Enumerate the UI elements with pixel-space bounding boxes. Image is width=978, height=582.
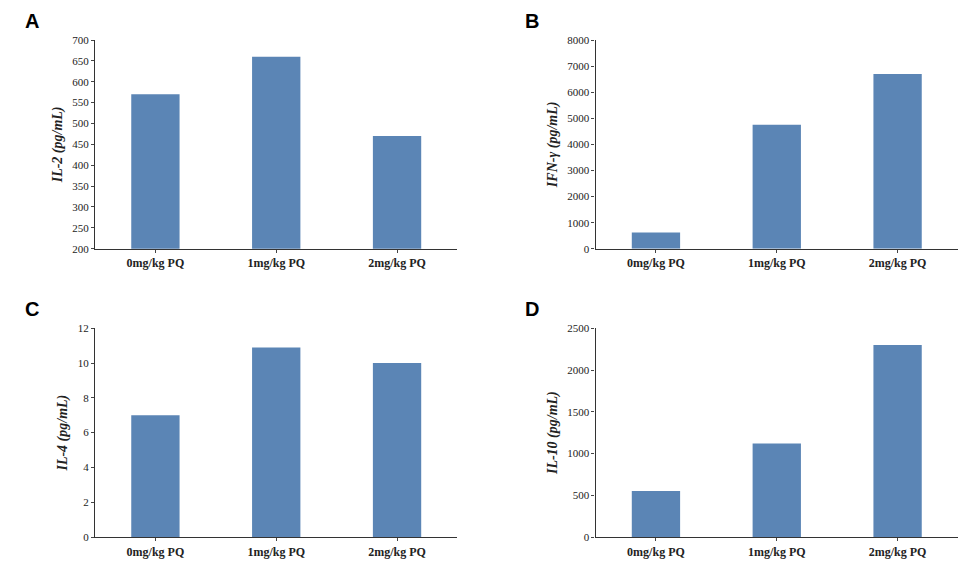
svg-text:0: 0 [83, 531, 89, 543]
svg-text:2: 2 [83, 496, 89, 508]
svg-text:D: D [525, 298, 539, 320]
svg-text:2mg/kg PQ: 2mg/kg PQ [869, 545, 927, 559]
svg-text:250: 250 [72, 222, 89, 234]
svg-text:4: 4 [83, 461, 89, 473]
svg-text:IL-2 (pg/mL): IL-2 (pg/mL) [50, 106, 66, 183]
svg-text:6000: 6000 [567, 86, 590, 98]
svg-text:1mg/kg PQ: 1mg/kg PQ [247, 256, 305, 270]
svg-text:2500: 2500 [567, 322, 590, 334]
svg-text:IL-4 (pg/mL): IL-4 (pg/mL) [55, 395, 71, 472]
svg-text:500: 500 [72, 117, 89, 129]
svg-text:C: C [25, 298, 39, 320]
svg-text:500: 500 [573, 489, 590, 501]
svg-text:1000: 1000 [567, 217, 590, 229]
svg-text:700: 700 [72, 34, 89, 46]
svg-text:200: 200 [72, 243, 89, 255]
svg-text:0: 0 [584, 243, 590, 255]
svg-text:A: A [25, 10, 39, 32]
svg-text:3000: 3000 [567, 164, 590, 176]
svg-text:0mg/kg PQ: 0mg/kg PQ [127, 256, 185, 270]
svg-text:0mg/kg PQ: 0mg/kg PQ [627, 545, 685, 559]
svg-text:5000: 5000 [567, 112, 590, 124]
svg-text:650: 650 [72, 55, 89, 67]
svg-text:7000: 7000 [567, 60, 590, 72]
svg-text:1mg/kg PQ: 1mg/kg PQ [247, 545, 305, 559]
svg-text:1mg/kg PQ: 1mg/kg PQ [748, 256, 806, 270]
svg-text:10: 10 [78, 357, 90, 369]
svg-text:IFN-γ (pg/mL): IFN-γ (pg/mL) [545, 102, 561, 189]
svg-text:IL-10 (pg/mL): IL-10 (pg/mL) [545, 391, 561, 475]
svg-text:2mg/kg PQ: 2mg/kg PQ [869, 256, 927, 270]
svg-text:12: 12 [78, 322, 89, 334]
svg-text:400: 400 [72, 159, 89, 171]
svg-text:8: 8 [83, 392, 89, 404]
svg-text:4000: 4000 [567, 138, 590, 150]
svg-text:0: 0 [584, 531, 590, 543]
svg-text:600: 600 [72, 76, 89, 88]
svg-text:1mg/kg PQ: 1mg/kg PQ [748, 545, 806, 559]
svg-text:2mg/kg PQ: 2mg/kg PQ [368, 545, 426, 559]
svg-text:6: 6 [83, 426, 89, 438]
svg-text:1500: 1500 [567, 406, 590, 418]
svg-text:2000: 2000 [567, 190, 590, 202]
svg-text:0mg/kg PQ: 0mg/kg PQ [127, 545, 185, 559]
svg-text:350: 350 [72, 180, 89, 192]
svg-text:1000: 1000 [567, 447, 590, 459]
svg-text:B: B [525, 10, 539, 32]
svg-text:450: 450 [72, 138, 89, 150]
svg-text:300: 300 [72, 201, 89, 213]
svg-text:2mg/kg PQ: 2mg/kg PQ [368, 256, 426, 270]
svg-text:2000: 2000 [567, 364, 590, 376]
svg-text:0mg/kg PQ: 0mg/kg PQ [627, 256, 685, 270]
svg-text:550: 550 [72, 96, 89, 108]
svg-text:8000: 8000 [567, 34, 590, 46]
